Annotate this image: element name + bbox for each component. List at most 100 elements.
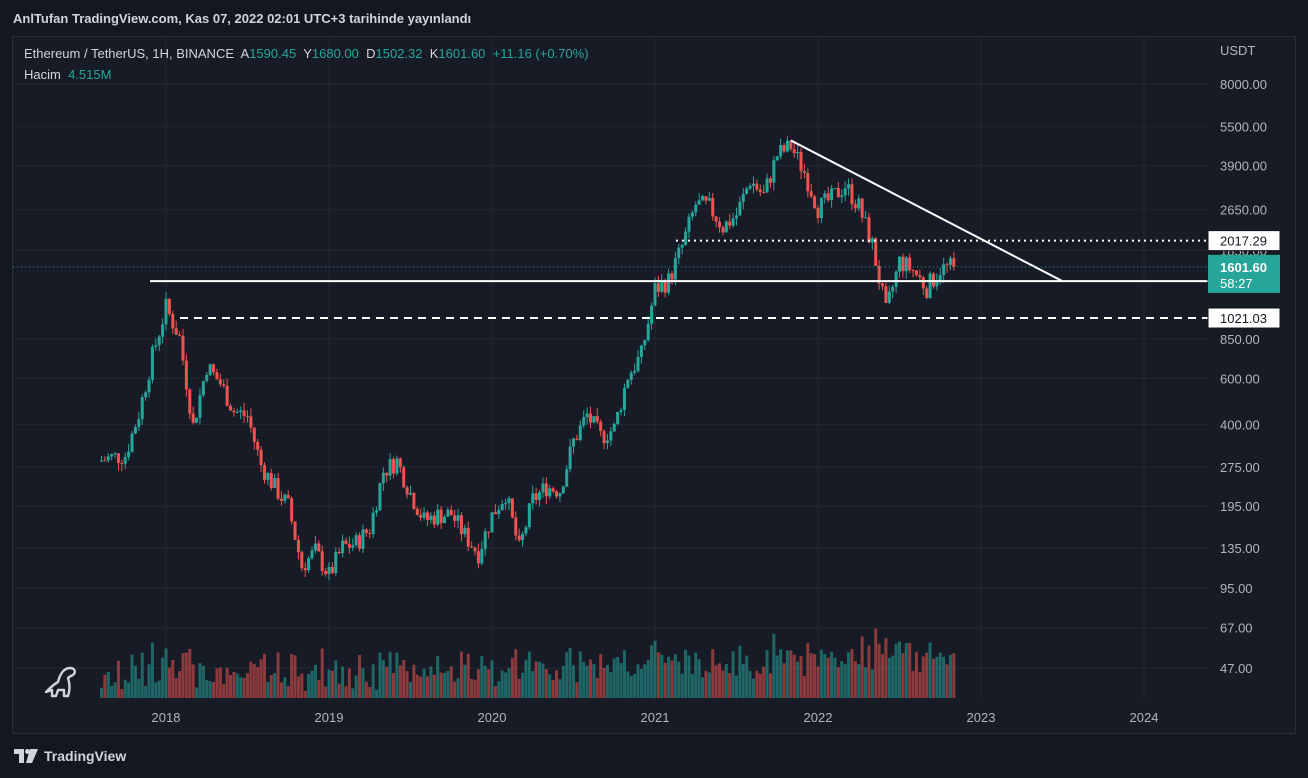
volume-bar [945, 664, 949, 698]
volume-bar [711, 649, 715, 698]
candle-body [867, 217, 871, 243]
candle-body [147, 379, 151, 393]
volume-bar [626, 671, 630, 698]
candle-body [167, 298, 171, 314]
volume-bar [728, 673, 732, 698]
price-tick-label: 135.00 [1220, 541, 1260, 556]
candle-body [307, 558, 311, 571]
candle-body [242, 410, 246, 416]
candle-body [690, 212, 694, 217]
volume-bar [555, 670, 559, 698]
candle-body [459, 515, 463, 535]
price-axis[interactable]: USDT 8000.005500.003900.002650.001850.00… [1220, 43, 1267, 676]
volume-bar [667, 656, 671, 698]
volume-bar [262, 653, 266, 698]
volume-bar [208, 681, 212, 698]
volume-bar [819, 649, 823, 698]
candle-body [894, 271, 898, 287]
volume-bar [521, 672, 525, 698]
volume-bar [140, 652, 144, 698]
volume-bar [242, 678, 246, 698]
volume-bar [738, 645, 742, 698]
symbol-legend[interactable]: Ethereum / TetherUS, 1H, BINANCE A1590.4… [24, 46, 589, 61]
candle-body [918, 275, 922, 278]
volume-bar [687, 655, 691, 698]
volume-bar [660, 654, 664, 698]
candle-body [110, 454, 114, 457]
candle-body [602, 431, 606, 444]
candle-body [144, 392, 148, 398]
volume-bar [745, 655, 749, 698]
chart-frame[interactable] [12, 36, 1296, 734]
candle-body [772, 160, 776, 183]
footer-bar [0, 736, 1308, 778]
candle-body [670, 273, 674, 280]
volume-bar [531, 671, 535, 698]
candle-body [164, 298, 168, 325]
volume-bar [551, 679, 555, 698]
volume-bar [629, 675, 633, 698]
volume-bar [639, 668, 643, 698]
candle-body [799, 151, 803, 172]
time-tick-label: 2024 [1130, 710, 1159, 725]
volume-bar [612, 658, 616, 698]
volume-bar [239, 677, 243, 698]
volume-bar [364, 681, 368, 698]
candle-body [262, 465, 266, 480]
time-axis[interactable]: 2018 2019 2020 2021 2022 2023 2024 [152, 710, 1159, 725]
symbol-name: Ethereum / TetherUS, 1H, BINANCE [24, 46, 235, 61]
volume-bar [313, 664, 317, 698]
volume-bar [935, 656, 939, 698]
volume-bar [504, 672, 508, 698]
volume-bar [792, 654, 796, 698]
volume-bar [928, 642, 932, 698]
volume-bar [602, 667, 606, 698]
candle-body [320, 551, 324, 571]
drawings[interactable] [13, 139, 1208, 320]
candle-body [286, 494, 290, 499]
volume-bar [894, 643, 898, 698]
candle-body [470, 546, 474, 548]
volume-bar [212, 682, 216, 698]
volume-bar [592, 664, 596, 698]
candle-body [368, 533, 372, 535]
volume-bar [269, 675, 273, 698]
trend-line [790, 139, 1063, 283]
volume-bar [405, 671, 409, 698]
candle-body [127, 451, 131, 458]
candle-body [558, 493, 562, 497]
candle-body [779, 145, 783, 157]
volume-bar [690, 674, 694, 698]
volume-bar [622, 650, 626, 698]
candle-body [836, 188, 840, 198]
candle-body [229, 405, 233, 411]
candle-body [449, 509, 453, 516]
candle-body [371, 512, 375, 534]
candle-body [381, 472, 385, 484]
candle-body [622, 387, 626, 410]
candle-body [150, 346, 154, 380]
candle-body [354, 535, 358, 546]
volume-legend[interactable]: Hacim 4.515M [24, 67, 111, 82]
volume-bar [487, 669, 491, 698]
candle-body [843, 188, 847, 196]
candle-body [395, 458, 399, 474]
candle-body [592, 416, 596, 423]
volume-bar [232, 671, 236, 698]
publisher-caption: AnlTufan TradingView.com, Kas 07, 2022 0… [13, 11, 472, 26]
volume-bar [677, 661, 681, 698]
tradingview-logo[interactable]: TradingView [14, 748, 126, 764]
volume-bar [813, 654, 817, 698]
volume-bar [510, 657, 514, 698]
volume-bar [735, 675, 738, 698]
candle-body [120, 462, 124, 464]
candle-body [741, 193, 745, 202]
volume-bar [222, 684, 226, 698]
candle-body [578, 425, 582, 440]
volume-bar [344, 686, 348, 698]
candle-body [914, 270, 918, 276]
price-tick-label: 47.00 [1220, 661, 1253, 676]
candle-body [252, 427, 256, 442]
volume-bar [751, 678, 755, 698]
